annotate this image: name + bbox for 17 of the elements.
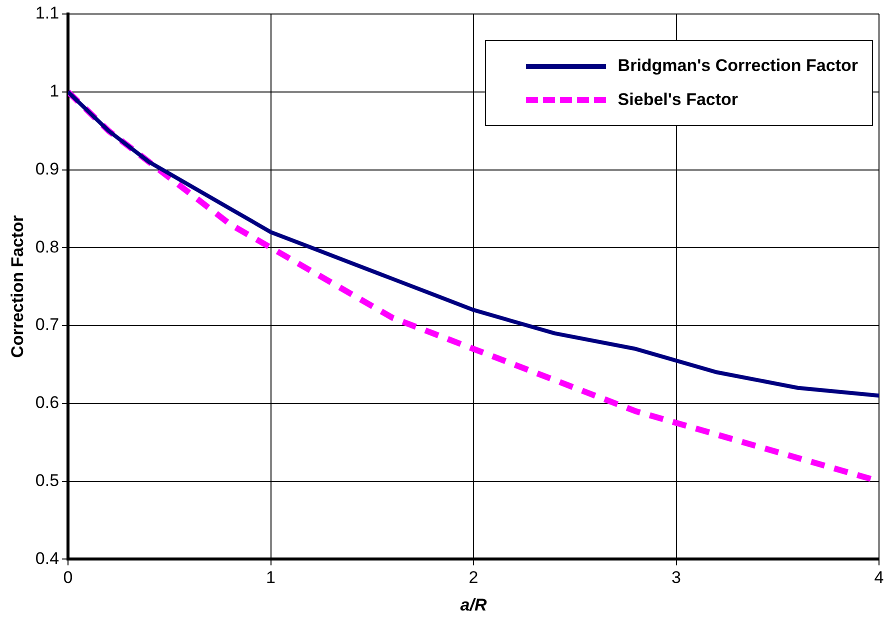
y-tick-label: 1.1: [35, 4, 60, 23]
x-tick-label: 1: [266, 568, 276, 588]
x-axis-title: a/R: [460, 595, 488, 614]
x-tick-label: 3: [672, 568, 681, 588]
x-tick-label: 4: [874, 568, 884, 588]
x-tick-label: 0: [63, 568, 73, 588]
y-tick-label: 1: [50, 82, 60, 101]
x-tick-label: 2: [468, 568, 478, 588]
legend-label: Siebel's Factor: [618, 90, 738, 110]
y-axis-title: Correction Factor: [8, 214, 27, 358]
legend-label: Bridgman's Correction Factor: [618, 56, 858, 76]
y-tick-label: 0.8: [35, 237, 60, 256]
y-tick-label: 0.4: [35, 548, 60, 568]
y-tick-label: 0.6: [35, 393, 60, 412]
y-tick-label: 0.5: [35, 471, 60, 490]
y-tick-label: 0.9: [35, 159, 60, 178]
y-tick-label: 0.7: [35, 315, 60, 334]
